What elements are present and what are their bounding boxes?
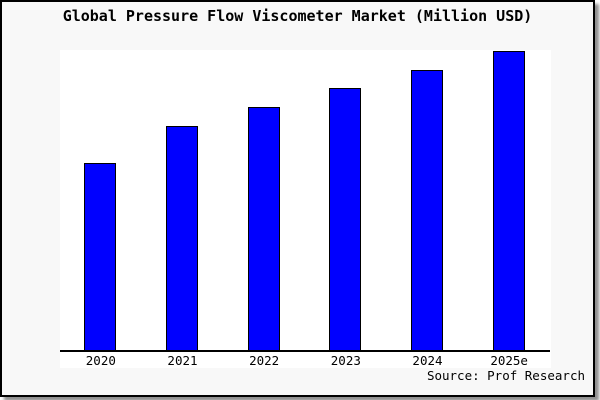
x-axis-labels: 2020 2021 2022 2023 2024 2025e bbox=[60, 353, 550, 368]
x-tick-label-2020: 2020 bbox=[85, 353, 116, 368]
bar-2023 bbox=[329, 87, 362, 350]
bar-2025e bbox=[492, 50, 525, 350]
bar-2021 bbox=[166, 125, 198, 350]
x-tick-label-2024: 2024 bbox=[412, 353, 443, 368]
x-axis-line bbox=[60, 350, 550, 352]
x-tick-label-2023: 2023 bbox=[330, 353, 361, 368]
bar-2024 bbox=[411, 69, 443, 350]
chart-title: Global Pressure Flow Viscometer Market (… bbox=[62, 7, 533, 25]
x-tick-label-2022: 2022 bbox=[249, 353, 280, 368]
source-credit: Source: Prof Research bbox=[426, 368, 585, 383]
bars-container bbox=[60, 50, 550, 350]
bar-2022 bbox=[247, 106, 280, 350]
x-tick-label-2021: 2021 bbox=[167, 353, 198, 368]
bar-2020 bbox=[84, 162, 117, 350]
plot-area: 2020 2021 2022 2023 2024 2025e bbox=[60, 50, 551, 368]
x-tick-label-2025e: 2025e bbox=[490, 353, 528, 368]
